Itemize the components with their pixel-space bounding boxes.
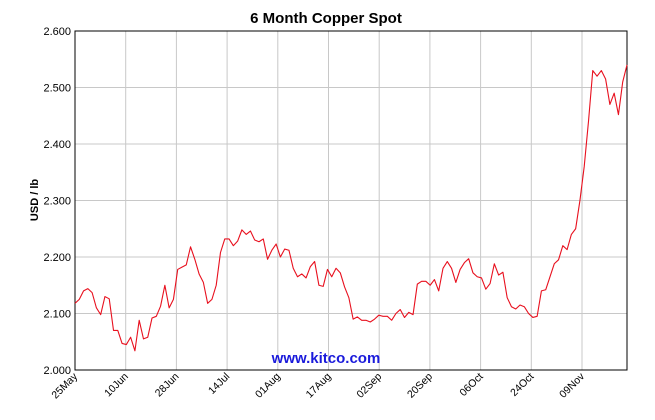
x-tick-label: 20Sep [405,371,435,401]
y-tick-label: 2.600 [43,26,71,38]
y-tick-label: 2.300 [43,196,71,208]
y-axis-label: USD / lb [29,179,41,221]
x-tick-label: 14Jul [206,371,232,397]
x-axis-ticks: 25May 10Jun 28Jun 14Jul 01Aug 17Aug 02Sep 20Sep… [49,370,587,401]
y-tick-label: 2.100 [43,309,71,321]
y-tick-label: 2.000 [43,365,71,377]
y-tick-label: 2.400 [43,139,71,151]
x-tick-label: 10Jun [102,371,131,400]
x-tick-label: 02Sep [354,371,384,401]
x-tick-label: 17Aug [304,371,334,401]
plot-area-frame [74,30,628,371]
series-line [74,64,628,352]
watermark-text: www.kitco.com [271,350,381,367]
x-tick-label: 28Jun [153,371,182,400]
series-layer [74,64,628,352]
chart-title: 6 Month Copper Spot [250,10,402,27]
y-tick-label: 2.200 [43,252,71,264]
x-tick-label: 09Nov [557,370,587,400]
x-tick-label: 06Oct [457,371,485,399]
x-tick-label: 01Aug [253,371,283,401]
y-tick-label: 2.500 [43,83,71,95]
x-tick-label: 24Oct [508,371,536,399]
grid [75,31,627,370]
y-axis-ticks: 2.000 2.100 2.200 2.300 2.400 2.500 2.600 [43,26,71,377]
